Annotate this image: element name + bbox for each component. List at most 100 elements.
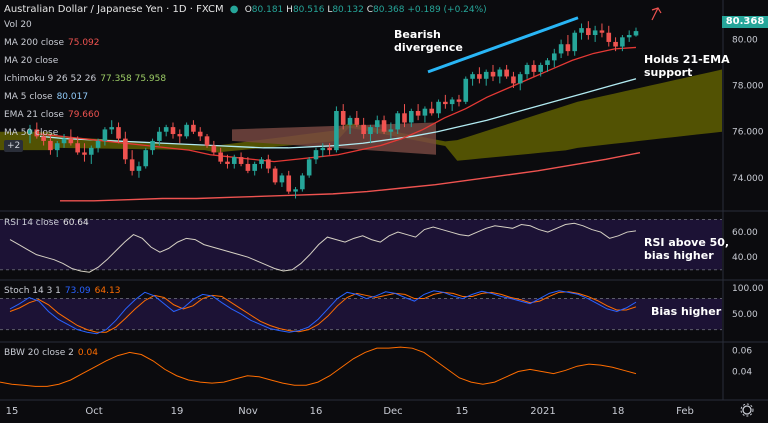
candle-body <box>565 44 571 52</box>
candle-body <box>293 189 298 192</box>
candle-body <box>143 150 149 167</box>
candle-body <box>470 74 475 79</box>
bearish-divergence-trendline <box>427 16 579 74</box>
candle-body <box>483 71 489 79</box>
legend-value: 79.660 <box>67 110 100 120</box>
candle-body <box>218 152 223 162</box>
candle-body <box>558 44 564 54</box>
candle-body <box>286 175 292 192</box>
stoch-band <box>0 298 722 330</box>
candle-body <box>511 76 516 84</box>
time-axis-tick-label: Dec <box>383 406 402 417</box>
candle-body <box>538 64 543 72</box>
candle-body <box>524 64 530 75</box>
candle-body <box>252 163 257 171</box>
candle-body <box>599 30 605 33</box>
candle-body <box>449 99 455 105</box>
bbw-axis-tick-label: 0.04 <box>732 368 752 378</box>
live-dot-icon: ● <box>229 4 239 15</box>
candle-body <box>381 120 387 132</box>
candle-body <box>592 30 598 36</box>
candle-body <box>136 166 142 171</box>
candle-body <box>620 37 625 47</box>
candle-body <box>197 131 203 137</box>
candle-body <box>361 124 366 135</box>
candle-body <box>415 111 421 116</box>
candle-body <box>34 129 40 137</box>
candle-body <box>238 157 244 164</box>
candle-body <box>320 147 326 151</box>
last-price-tag: 80.368 <box>722 16 768 28</box>
legend-value: 75.092 <box>68 38 100 48</box>
change-value: +0.189 (+0.24%) <box>407 5 487 15</box>
candle-body <box>368 127 373 135</box>
candle-body <box>586 28 591 36</box>
candle-body <box>388 129 394 132</box>
stoch-axis-tick-label: 100.00 <box>732 284 764 294</box>
candle-body <box>531 64 537 72</box>
candle-body <box>184 124 189 137</box>
annotation-rsi: RSI above 50, bias higher <box>644 236 730 262</box>
candle-body <box>102 129 108 141</box>
upward-arrow-icon <box>651 7 659 21</box>
arrow-head-icon <box>651 7 662 14</box>
legend-item[interactable]: MA 5 close 80.017 <box>4 91 92 103</box>
candle-body <box>68 138 74 144</box>
candle-body <box>266 159 271 169</box>
legend-item[interactable]: EMA 21 close 79.660 <box>4 109 103 121</box>
candle-body <box>245 163 251 171</box>
legend-label: MA 50 close <box>4 128 59 138</box>
more-indicators-button[interactable]: +2 <box>4 140 24 152</box>
rsi-value: 60.64 <box>62 218 89 228</box>
ichimoku-cloud-bearish <box>232 122 436 155</box>
settings-gear-icon[interactable] <box>742 405 752 415</box>
candle-body <box>129 159 135 171</box>
legend-item[interactable]: Vol 20 <box>4 19 40 31</box>
candle-body <box>395 113 400 130</box>
legend-item[interactable]: Ichimoku 9 26 52 26 77.358 75.958 <box>4 73 170 85</box>
candle-body <box>579 28 584 33</box>
candle-body <box>613 41 618 47</box>
price-axis-tick-label: 74.000 <box>732 174 764 184</box>
candle-body <box>626 35 632 38</box>
candle-body <box>259 159 264 164</box>
candle-body <box>436 101 441 114</box>
candle-body <box>402 113 407 123</box>
rsi-band <box>0 219 722 270</box>
candle-body <box>633 31 639 36</box>
rsi-legend: RSI 14 close 60.64 <box>4 217 93 229</box>
time-axis-tick-label: Oct <box>85 406 102 417</box>
stoch-axis-tick-label: 50.00 <box>732 310 758 320</box>
legend-item[interactable]: MA 200 close 75.092 <box>4 37 104 49</box>
annotation-bearish-divergence: Bearish divergence <box>394 28 463 54</box>
candle-body <box>211 145 217 153</box>
symbol-title[interactable]: Australian Dollar / Japanese Yen · 1D · … <box>4 4 224 15</box>
candle-body <box>340 111 346 125</box>
stoch-label: Stoch 14 3 1 <box>4 286 61 296</box>
legend-item[interactable]: MA 50 close <box>4 127 66 139</box>
candle-body <box>123 138 128 160</box>
candle-body <box>477 74 482 79</box>
candle-body <box>409 111 414 123</box>
candle-body <box>204 136 210 146</box>
candle-body <box>422 108 428 116</box>
candle-body <box>88 147 94 155</box>
candle-body <box>334 111 339 151</box>
candle-body <box>456 99 462 102</box>
close-value: 80.368 <box>373 5 405 15</box>
ohlc-readout: O80.181 H80.516 L80.132 C80.368 +0.189 (… <box>244 5 487 15</box>
candle-body <box>551 53 557 61</box>
legend-item[interactable]: MA 20 close <box>4 55 66 67</box>
price-axis-tick-label: 76.000 <box>732 128 764 138</box>
chart-header: Australian Dollar / Japanese Yen · 1D · … <box>4 3 487 17</box>
candle-body <box>272 168 278 183</box>
candle-body <box>347 117 353 125</box>
time-axis-tick-label: 15 <box>456 406 469 417</box>
candle-body <box>504 69 509 77</box>
legend-value: 80.017 <box>56 92 89 102</box>
bbw-line <box>0 346 637 387</box>
candle-body <box>163 127 169 132</box>
candle-body <box>150 140 155 151</box>
bbw-label: BBW 20 close 2 <box>4 348 74 358</box>
